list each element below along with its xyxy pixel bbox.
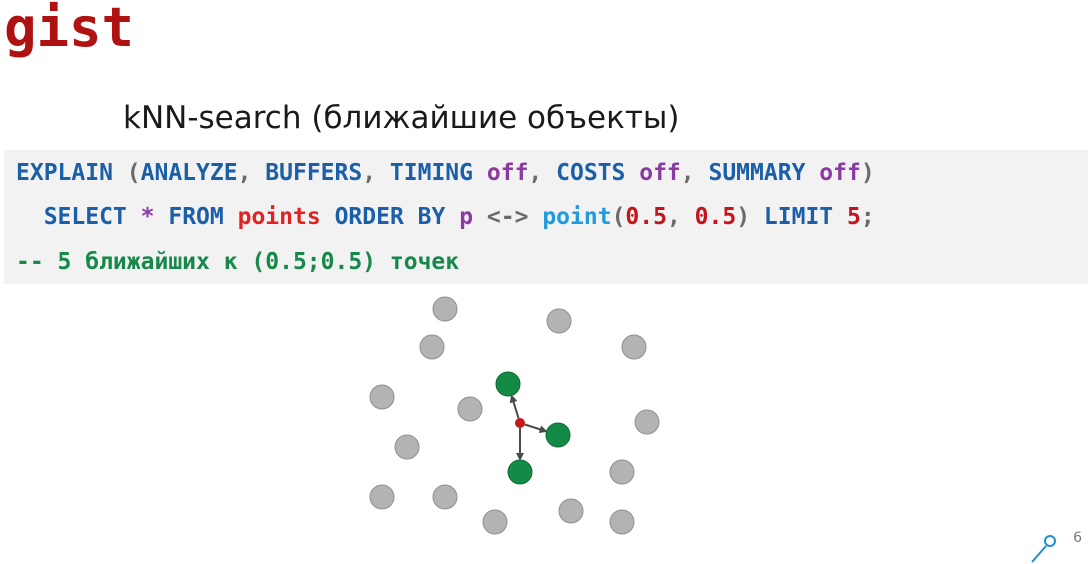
query-point [515,418,525,428]
other-point [457,396,483,422]
code-token: 0.5 [625,204,667,230]
other-point [432,484,458,510]
code-token: * [140,204,155,230]
code-token: BUFFERS [265,160,363,186]
other-point [621,334,647,360]
slide-title: gist [4,0,135,59]
code-token: 0.5 [694,204,737,230]
other-point [419,334,445,360]
code-token: , [680,160,709,186]
nearest-point [545,422,571,448]
code-token: off [639,160,681,186]
pin-line-icon [1031,535,1056,563]
code-token [224,204,238,230]
code-token: off [486,160,529,186]
code-token: , [666,204,695,230]
code-token: -- 5 ближайших к (0.5;0.5) точек [16,249,460,275]
other-point [432,296,458,322]
other-point [609,509,635,535]
code-token: TIMING [389,160,474,186]
code-token: ) [736,204,764,230]
code-token: , [528,160,557,186]
code-token: EXPLAIN [16,160,113,186]
other-points-group [369,296,660,535]
code-token: ( [112,160,141,186]
other-point [394,434,420,460]
code-token [833,204,847,230]
code-token: off [819,160,861,186]
code-token [805,160,819,186]
code-line-select: SELECT * FROM points ORDER BY p <-> poin… [16,202,875,232]
code-line-comment: -- 5 ближайших к (0.5;0.5) точек [16,247,459,277]
other-point [369,384,395,410]
code-token: <-> [473,204,543,230]
code-token: COSTS [556,160,626,186]
code-token: ; [860,204,875,230]
code-token: LIMIT [763,204,834,230]
other-point [634,409,660,435]
code-token: ) [860,160,875,186]
code-token: SUMMARY [708,160,806,186]
code-token: ( [611,204,626,230]
code-token: SELECT [16,204,127,230]
code-token: 5 [847,204,861,230]
distance-arrow [509,394,520,419]
other-point [609,459,635,485]
code-token [155,204,169,230]
code-token: FROM [168,204,224,230]
nearest-point [507,459,533,485]
other-point [482,509,508,535]
page-number: 6 [1073,530,1082,546]
code-token: p [459,204,474,230]
code-token [127,204,141,230]
other-point [546,308,572,334]
sql-code-block: EXPLAIN (ANALYZE, BUFFERS, TIMING off, C… [4,150,1088,284]
code-token: , [362,160,390,186]
distance-arrows-group [509,394,548,461]
nearest-points-group [495,371,571,485]
code-token [321,204,335,230]
code-token: , [237,160,266,186]
code-token [625,160,639,186]
distance-arrow [524,423,548,434]
other-point [558,498,584,524]
code-token: points [237,204,321,230]
other-point [369,484,395,510]
nearest-point [495,371,521,397]
code-token [473,160,487,186]
code-token: ORDER BY [334,204,446,230]
code-token: ANALYZE [140,160,238,186]
code-token: point [542,204,612,230]
code-token [445,204,459,230]
slide-subtitle: kNN-search (ближайшие объекты) [123,100,680,136]
code-line-explain: EXPLAIN (ANALYZE, BUFFERS, TIMING off, C… [16,158,875,188]
